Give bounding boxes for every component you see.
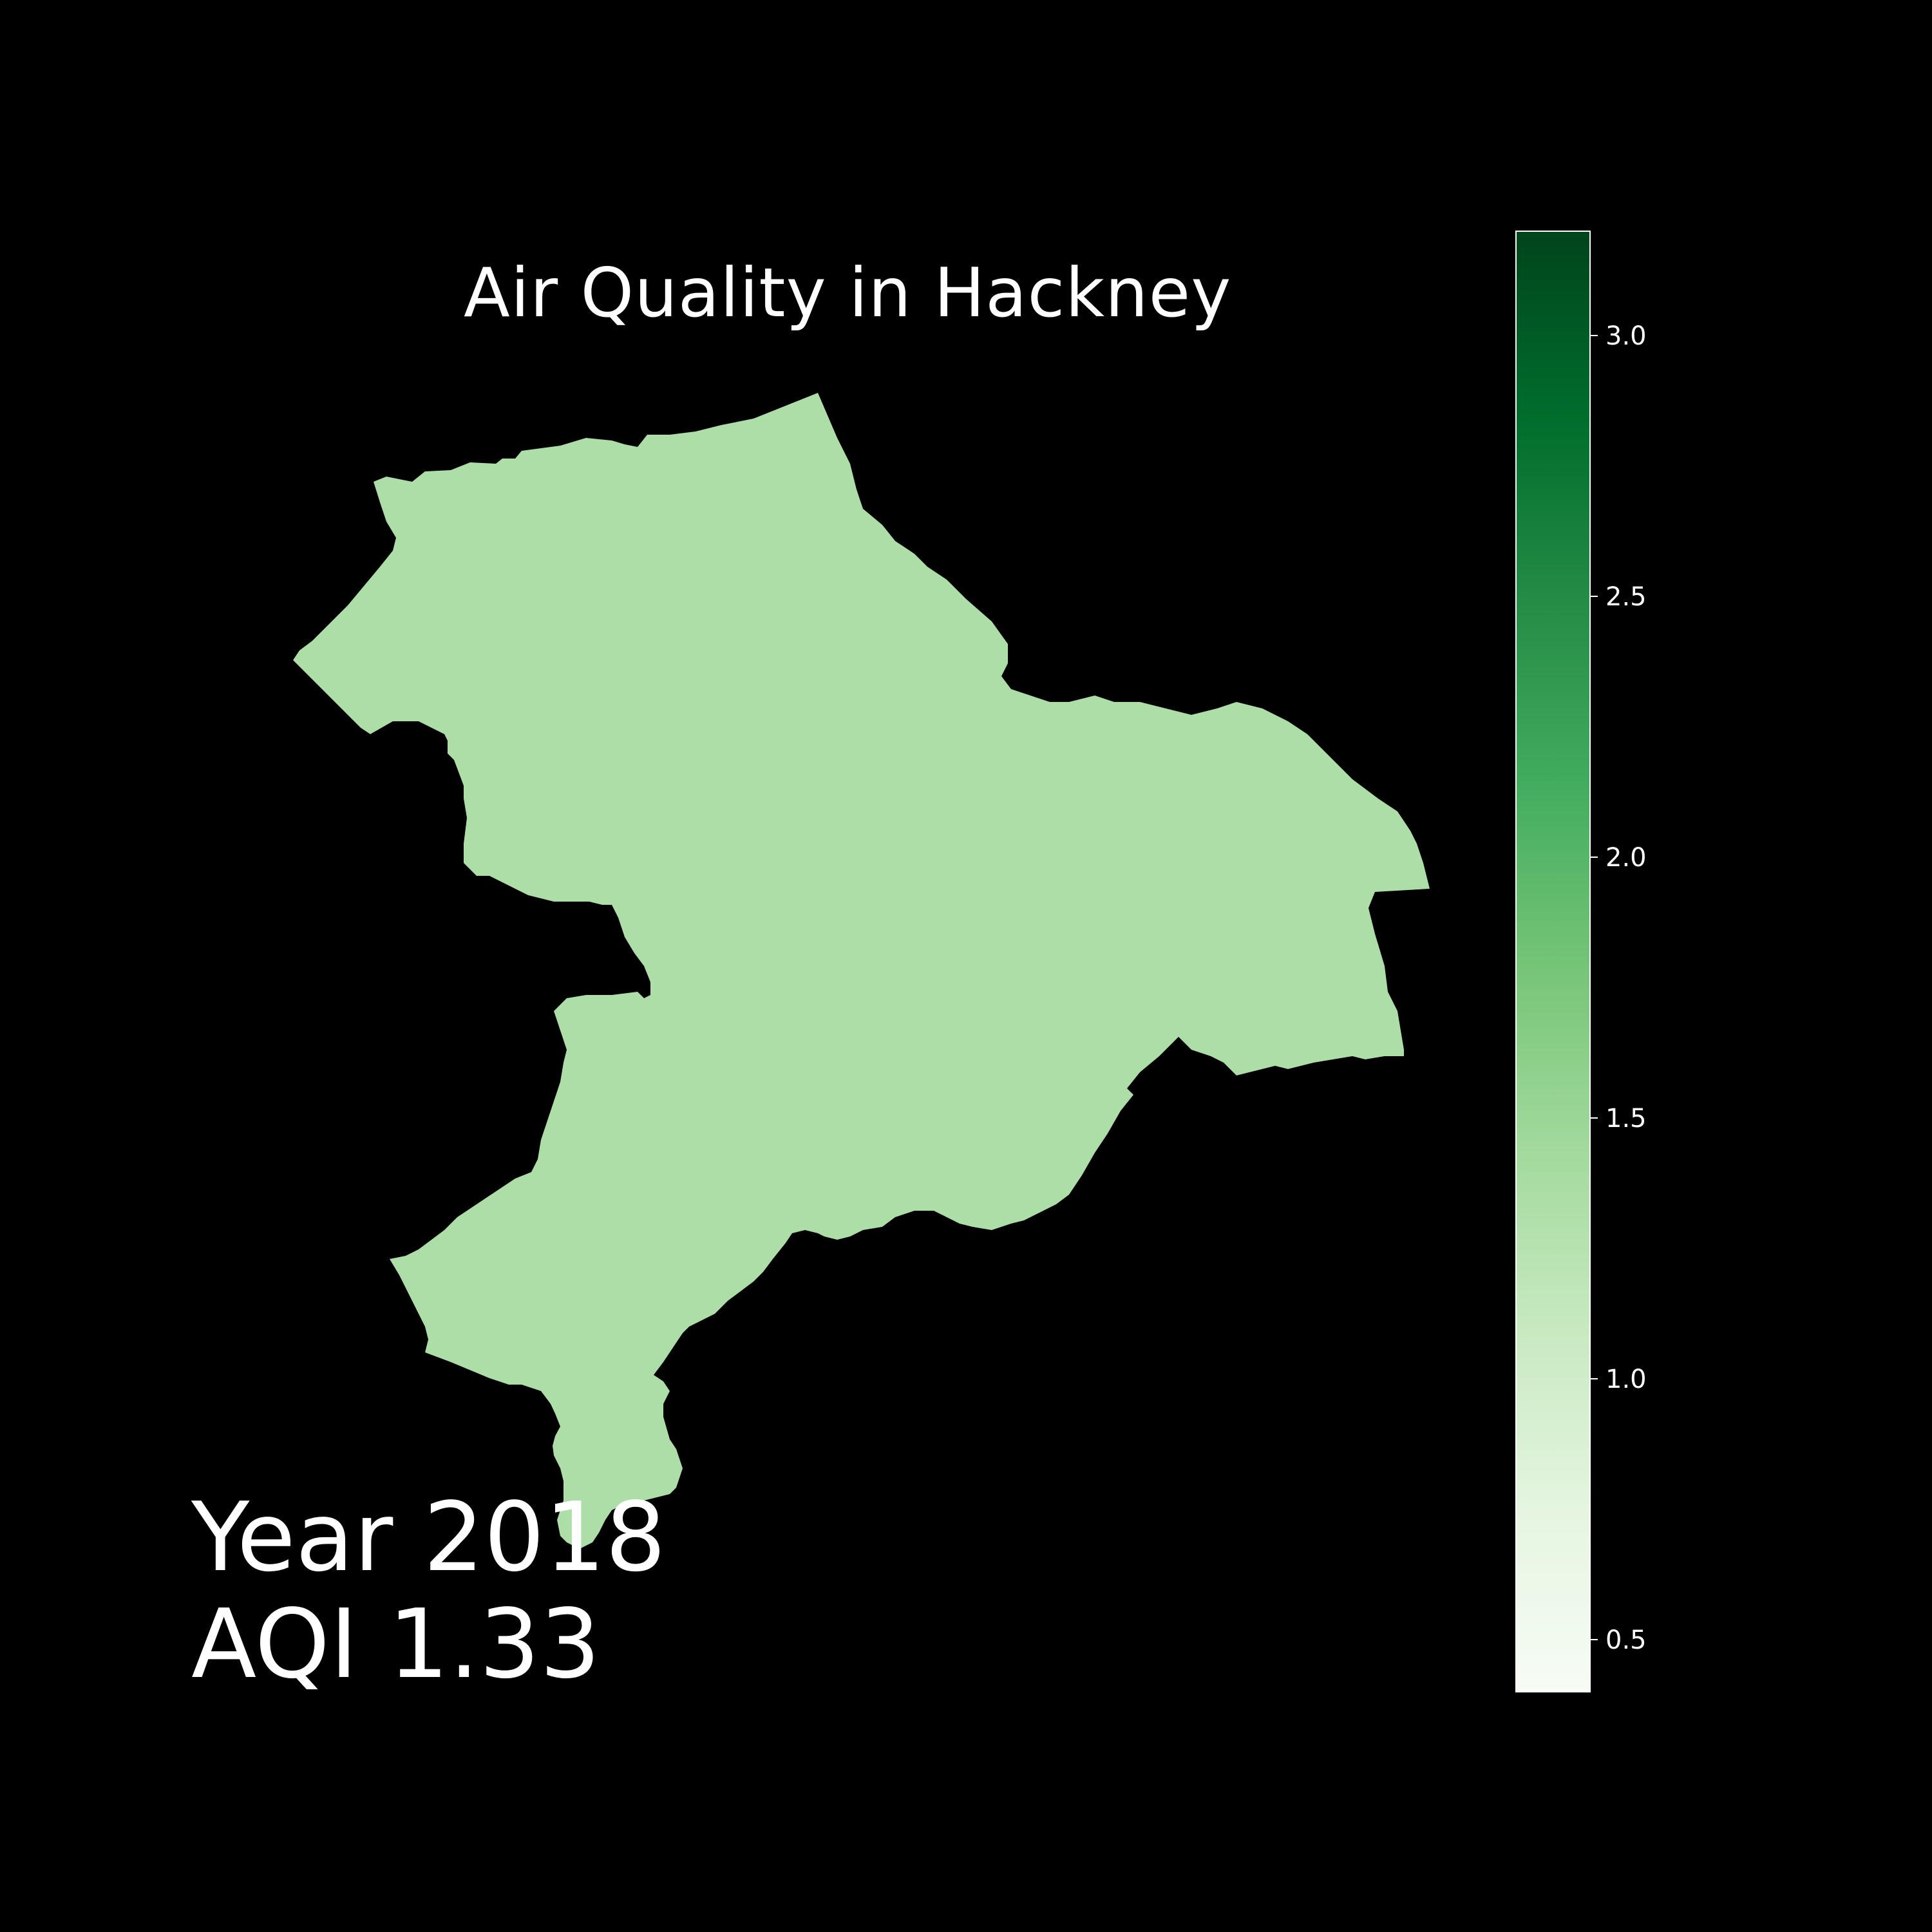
year-label: Year 2018 — [191, 1482, 667, 1593]
colorbar-tick-label: 3.0 — [1605, 321, 1647, 351]
colorbar-tick-label: 2.5 — [1605, 582, 1647, 612]
map-title: Air Quality in Hackney — [464, 254, 1232, 332]
colorbar-tick-label: 0.5 — [1605, 1625, 1647, 1655]
colorbar-tick-label: 1.0 — [1605, 1365, 1647, 1394]
colorbar: 0.5 1.0 1.5 2.0 2.5 3.0 — [1515, 231, 1647, 1692]
colorbar-ticks: 0.5 1.0 1.5 2.0 2.5 3.0 — [1590, 321, 1647, 1655]
colorbar-tick-label: 1.5 — [1605, 1104, 1647, 1133]
hackney-region[interactable] — [293, 393, 1430, 1549]
colorbar-tick-label: 2.0 — [1605, 843, 1647, 873]
aqi-label: AQI 1.33 — [191, 1589, 601, 1700]
colorbar-gradient — [1515, 231, 1591, 1692]
